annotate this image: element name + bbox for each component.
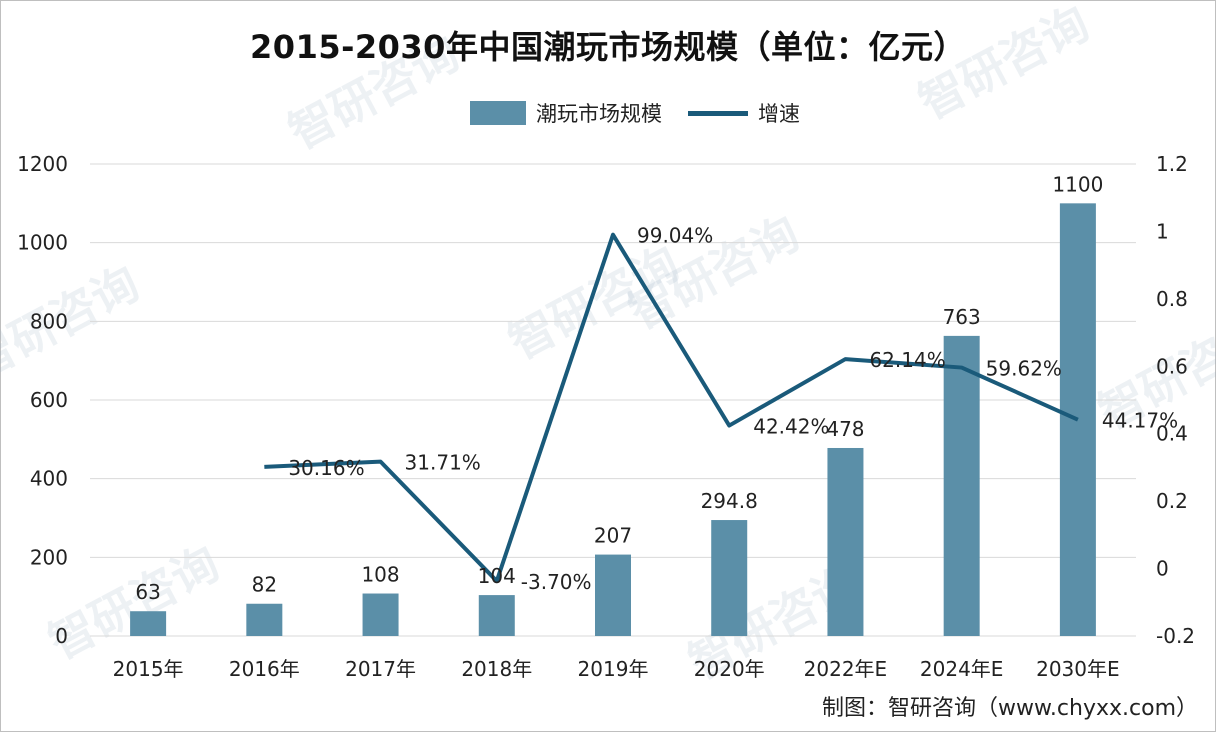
x-tick-label: 2019年 — [578, 657, 649, 681]
bar-value-label: 478 — [826, 417, 864, 441]
y-left-tick-label: 400 — [30, 467, 68, 491]
bar-value-label: 1100 — [1052, 172, 1103, 196]
axis-tick-layer: 020040060080010001200-0.200.20.40.60.811… — [17, 152, 1195, 681]
bar — [478, 595, 515, 636]
line-value-label: 62.14% — [869, 348, 945, 372]
line-value-label: 30.16% — [288, 456, 364, 480]
y-left-tick-label: 1200 — [17, 152, 68, 176]
y-left-tick-label: 1000 — [17, 231, 68, 255]
bar — [827, 447, 864, 636]
bar-value-label: 82 — [252, 573, 277, 597]
x-tick-label: 2015年 — [113, 657, 184, 681]
source-note: 制图：智研咨询（www.chyxx.com） — [821, 696, 1198, 721]
x-tick-label: 2016年 — [229, 657, 300, 681]
legend: 潮玩市场规模 增速 — [470, 98, 800, 128]
x-tick-label: 2018年 — [461, 657, 532, 681]
line-series — [264, 232, 1079, 584]
bar-value-label: 108 — [361, 563, 399, 587]
y-right-tick-label: 0.8 — [1156, 287, 1188, 311]
data-label-layer: 63 82 108 104 207 294.8 478 763 1100 30.16% 31.71%… — [135, 172, 1178, 604]
bar-value-label: 763 — [943, 305, 981, 329]
y-left-tick-label: 200 — [30, 545, 68, 569]
bar — [130, 611, 167, 636]
legend-swatch-line — [688, 110, 748, 116]
legend-swatch-bar — [470, 101, 526, 125]
chart-title: 2015-2030年中国潮玩市场规模（单位：亿元） — [250, 28, 966, 66]
line-value-label: 44.17% — [1102, 409, 1178, 433]
line-value-label: 31.71% — [405, 451, 481, 475]
bar — [943, 335, 980, 636]
line-value-label: 99.04% — [637, 224, 713, 248]
line-value-label: 42.42% — [753, 415, 829, 439]
watermark-text: 智研咨询 — [0, 256, 148, 390]
line-value-label: 59.62% — [986, 357, 1062, 381]
growth-line — [264, 232, 1079, 584]
bar — [362, 593, 399, 636]
y-left-tick-label: 0 — [55, 624, 68, 648]
legend-label-line: 增速 — [758, 102, 800, 126]
bar-series — [130, 203, 1096, 637]
bar — [711, 520, 748, 636]
y-left-tick-label: 600 — [30, 388, 68, 412]
y-right-tick-label: 0.6 — [1156, 354, 1188, 378]
line-value-label: -3.70% — [521, 570, 592, 594]
y-right-tick-label: 1 — [1156, 219, 1169, 243]
x-tick-label: 2030年E — [1036, 657, 1120, 681]
legend-item-bar: 潮玩市场规模 — [470, 98, 662, 128]
x-tick-label: 2017年 — [345, 657, 416, 681]
y-right-tick-label: -0.2 — [1156, 624, 1195, 648]
y-left-tick-label: 800 — [30, 309, 68, 333]
bar-value-label: 104 — [478, 564, 516, 588]
y-right-tick-label: 0.2 — [1156, 489, 1188, 513]
legend-label-bar: 潮玩市场规模 — [536, 102, 662, 126]
bar — [595, 554, 631, 636]
y-right-tick-label: 1.2 — [1156, 152, 1188, 176]
x-tick-label: 2024年E — [920, 657, 1004, 681]
legend-item-line: 增速 — [688, 98, 800, 128]
x-tick-label: 2022年E — [804, 657, 888, 681]
bar — [1059, 203, 1096, 637]
bar-value-label: 63 — [135, 580, 160, 604]
y-right-tick-label: 0.4 — [1156, 422, 1188, 446]
x-tick-label: 2020年 — [694, 657, 765, 681]
bar-value-label: 207 — [594, 524, 632, 548]
bar-value-label: 294.8 — [701, 489, 758, 513]
bar — [246, 603, 283, 636]
y-right-tick-label: 0 — [1156, 557, 1169, 581]
